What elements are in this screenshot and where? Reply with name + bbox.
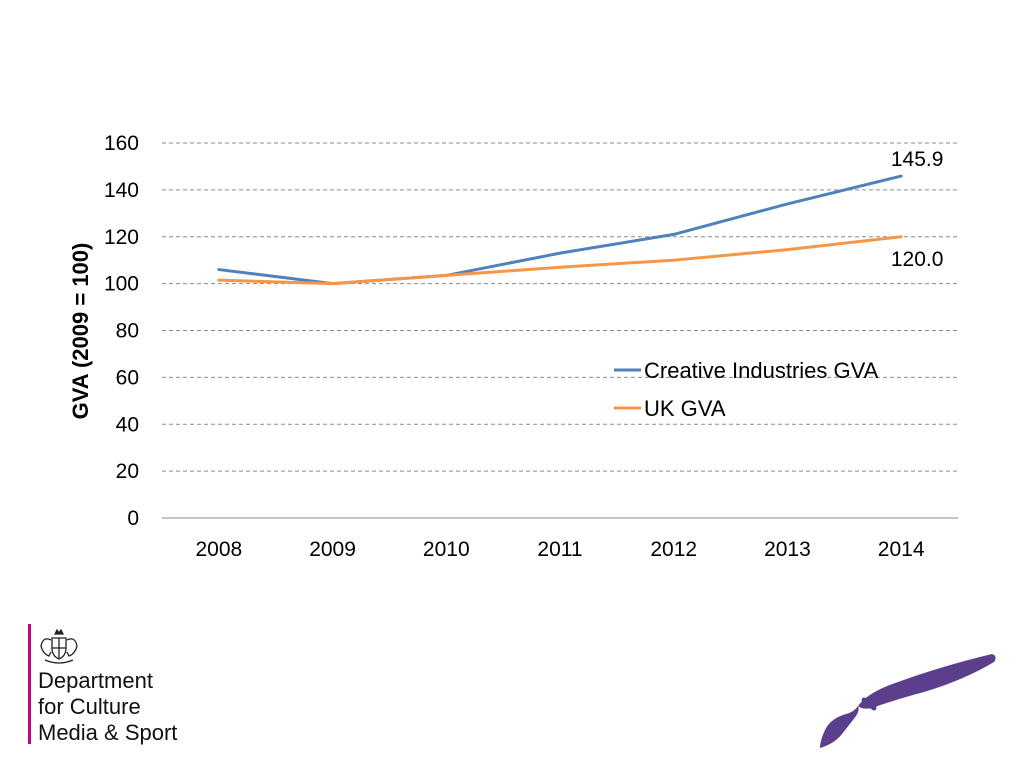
y-axis-ticks: 0 20 40 60 80 100 120 140 160 <box>104 132 139 530</box>
logo-accent-bar <box>28 624 31 744</box>
x-tick-label: 2008 <box>195 538 242 561</box>
y-tick-label: 80 <box>116 320 139 343</box>
data-labels: 145.9 120.0 <box>891 148 944 271</box>
legend-label: Creative Industries GVA <box>644 358 879 383</box>
y-tick-label: 0 <box>127 507 139 530</box>
x-tick-label: 2012 <box>650 538 697 561</box>
data-label: 145.9 <box>891 148 944 171</box>
data-label: 120.0 <box>891 248 944 271</box>
y-tick-label: 100 <box>104 273 139 296</box>
royal-coat-of-arms-icon <box>40 628 78 664</box>
y-tick-label: 140 <box>104 179 139 202</box>
series-lines <box>217 174 903 286</box>
logo-line-1: Department <box>38 668 153 693</box>
x-tick-label: 2013 <box>764 538 811 561</box>
x-tick-label: 2014 <box>878 538 925 561</box>
legend: Creative Industries GVA UK GVA <box>614 358 879 421</box>
series-line-2 <box>217 235 903 286</box>
y-tick-label: 40 <box>116 413 139 436</box>
paintbrush-icon <box>820 654 996 748</box>
x-tick-label: 2011 <box>537 538 582 561</box>
dcms-logo: Department for Culture Media & Sport <box>28 624 218 748</box>
y-tick-label: 120 <box>104 226 139 249</box>
y-tick-label: 60 <box>116 366 139 389</box>
y-tick-label: 20 <box>116 460 139 483</box>
department-name: Department for Culture Media & Sport <box>38 668 177 746</box>
x-tick-label: 2010 <box>423 538 470 561</box>
legend-label: UK GVA <box>644 396 726 421</box>
logo-line-3: Media & Sport <box>38 720 178 745</box>
y-axis-label: GVA (2009 = 100) <box>68 243 93 420</box>
x-tick-label: 2009 <box>309 538 356 561</box>
y-tick-label: 160 <box>104 132 139 155</box>
x-axis-ticks: 2008 2009 2010 2011 2012 2013 2014 <box>195 538 924 561</box>
logo-line-2: for Culture <box>38 694 141 719</box>
